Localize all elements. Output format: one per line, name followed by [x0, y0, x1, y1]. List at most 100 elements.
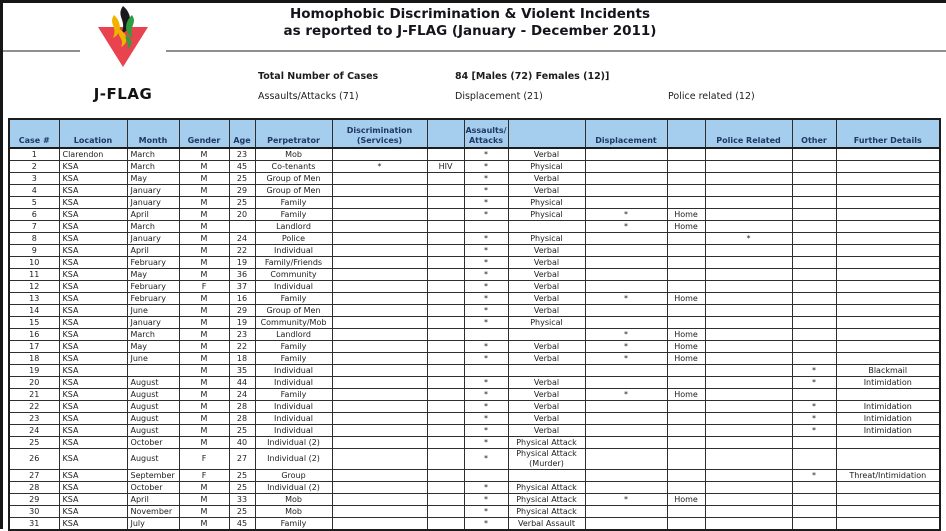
table-cell: * — [584, 220, 668, 233]
table-row: 14 KSA June M 29 Group of Men * Verbal — [8, 304, 941, 317]
table-cell — [666, 469, 706, 482]
table-cell — [666, 424, 706, 437]
table-cell: 25 — [228, 505, 256, 518]
table-row: 9 KSA April M 22 Individual * Verbal — [8, 244, 941, 257]
table-cell: KSA — [58, 376, 128, 389]
table-cell — [835, 147, 941, 161]
table-cell — [666, 244, 706, 257]
table-cell — [584, 364, 668, 377]
table-cell: M — [178, 292, 230, 305]
table-cell: * — [463, 184, 509, 197]
table-cell — [331, 400, 428, 413]
table-cell: M — [178, 316, 230, 329]
column-header-0: Case # — [8, 118, 60, 149]
table-cell: * — [463, 400, 509, 413]
table-cell: M — [178, 364, 230, 377]
table-cell: Verbal — [507, 280, 586, 293]
table-cell: 27 — [228, 448, 256, 470]
table-cell — [791, 147, 837, 161]
table-cell: 35 — [228, 364, 256, 377]
table-cell — [791, 517, 837, 531]
case-number-cell: 20 — [8, 376, 60, 389]
case-number-cell: 3 — [8, 172, 60, 185]
table-cell: August — [126, 400, 180, 413]
table-cell — [704, 505, 793, 518]
table-cell: KSA — [58, 172, 128, 185]
table-cell: October — [126, 481, 180, 494]
table-cell — [331, 220, 428, 233]
table-cell — [584, 196, 668, 209]
table-row: 7 KSA March M Landlord * Home — [8, 220, 941, 233]
case-number-cell: 23 — [8, 412, 60, 425]
table-row: 1 Clarendon March M 23 Mob * Verbal — [8, 147, 941, 161]
displacement-count: Displacement (21) — [455, 91, 543, 102]
table-cell: May — [126, 172, 180, 185]
table-cell: KSA — [58, 160, 128, 173]
table-cell: March — [126, 160, 180, 173]
table-cell: * — [463, 376, 509, 389]
table-row: 21 KSA August M 24 Family * Verbal * Home — [8, 388, 941, 401]
table-cell: 45 — [228, 160, 256, 173]
table-cell — [704, 388, 793, 401]
total-cases-label: Total Number of Cases — [258, 71, 379, 82]
table-cell: KSA — [58, 424, 128, 437]
table-cell: * — [463, 388, 509, 401]
case-number-cell: 30 — [8, 505, 60, 518]
table-cell: KSA — [58, 469, 128, 482]
table-cell: Family — [254, 352, 333, 365]
table-cell — [791, 481, 837, 494]
table-cell: Group of Men — [254, 172, 333, 185]
table-row: 8 KSA January M 24 Police * Physical * — [8, 232, 941, 245]
table-cell: F — [178, 469, 230, 482]
table-cell — [463, 220, 509, 233]
table-cell — [666, 160, 706, 173]
table-cell — [791, 436, 837, 449]
table-cell: M — [178, 196, 230, 209]
table-row: 17 KSA May M 22 Family * Verbal * Home — [8, 340, 941, 353]
table-cell: * — [584, 493, 668, 506]
table-cell — [835, 196, 941, 209]
table-row: 25 KSA October M 40 Individual (2) * Physical A… — [8, 436, 941, 449]
table-row: 6 KSA April M 20 Family * Physical * Home — [8, 208, 941, 221]
table-cell: 28 — [228, 400, 256, 413]
table-cell: 23 — [228, 328, 256, 341]
police-count: Police related (12) — [668, 91, 755, 102]
table-cell: May — [126, 268, 180, 281]
table-cell: 40 — [228, 436, 256, 449]
table-cell: 20 — [228, 208, 256, 221]
table-cell — [791, 448, 837, 470]
table-cell: KSA — [58, 232, 128, 245]
page-title: Homophobic Discrimination & Violent Inci… — [150, 6, 790, 40]
case-number-cell: 22 — [8, 400, 60, 413]
table-cell — [426, 244, 465, 257]
table-cell — [835, 316, 941, 329]
table-cell — [791, 304, 837, 317]
table-cell: Intimidation — [835, 400, 941, 413]
title-line-1: Homophobic Discrimination & Violent Inci… — [289, 6, 650, 22]
table-cell — [507, 364, 586, 377]
table-cell: April — [126, 493, 180, 506]
table-cell — [426, 436, 465, 449]
table-cell — [791, 172, 837, 185]
table-cell: 25 — [228, 424, 256, 437]
table-cell: 16 — [228, 292, 256, 305]
table-row: 5 KSA January M 25 Family * Physical — [8, 196, 941, 209]
table-cell — [704, 220, 793, 233]
table-cell: Physical Attack — [507, 436, 586, 449]
title-line-2: as reported to J-FLAG (January - Decembe… — [283, 23, 657, 39]
table-cell — [426, 172, 465, 185]
table-cell — [584, 184, 668, 197]
column-header-7 — [426, 118, 465, 149]
table-cell: * — [463, 517, 509, 531]
table-cell: Physical Attack (Murder) — [507, 448, 586, 470]
table-cell — [835, 208, 941, 221]
table-cell: Physical — [507, 208, 586, 221]
table-cell: M — [178, 412, 230, 425]
table-cell: KSA — [58, 340, 128, 353]
table-cell — [426, 196, 465, 209]
table-cell: Verbal — [507, 147, 586, 161]
table-cell: * — [463, 505, 509, 518]
table-cell: 23 — [228, 147, 256, 161]
table-cell: Home — [666, 208, 706, 221]
table-cell: KSA — [58, 220, 128, 233]
